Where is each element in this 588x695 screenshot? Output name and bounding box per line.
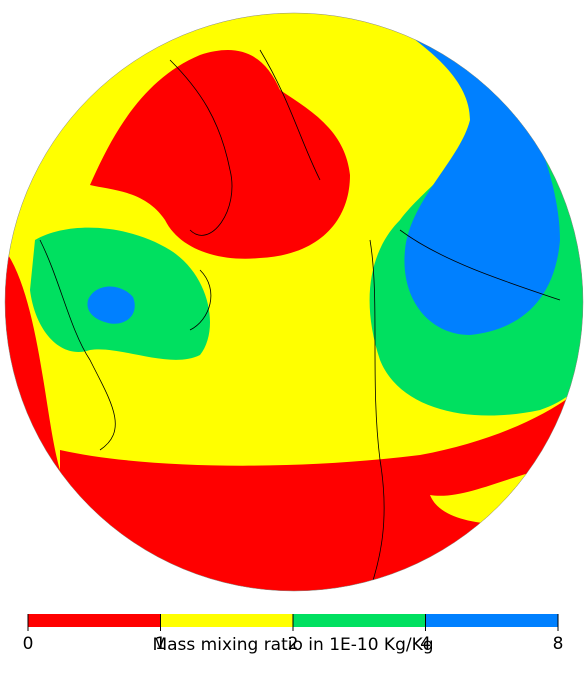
colorbar-segment — [160, 614, 293, 627]
blue-region — [390, 13, 560, 335]
colorbar-tick-label: 1 — [155, 634, 166, 654]
colorbar-tick-label: 8 — [553, 634, 564, 654]
red-region — [90, 50, 350, 259]
colorbar: 0 1 2 4 8 — [23, 614, 564, 654]
colorbar-segment — [28, 614, 161, 627]
colorbar-segment — [425, 614, 558, 627]
colorbar-tick-label: 2 — [288, 634, 299, 654]
globe — [5, 13, 583, 591]
colorbar-tick-label: 0 — [23, 634, 34, 654]
globe-edge — [4, 12, 584, 592]
coastlines — [39, 49, 561, 591]
colorbar-title: Mass mixing ratio in 1E-10 Kg/Kg — [152, 635, 433, 655]
colorbar-tick-label: 4 — [420, 634, 431, 654]
blue-region — [87, 286, 135, 324]
colorbar-segment — [293, 614, 426, 627]
